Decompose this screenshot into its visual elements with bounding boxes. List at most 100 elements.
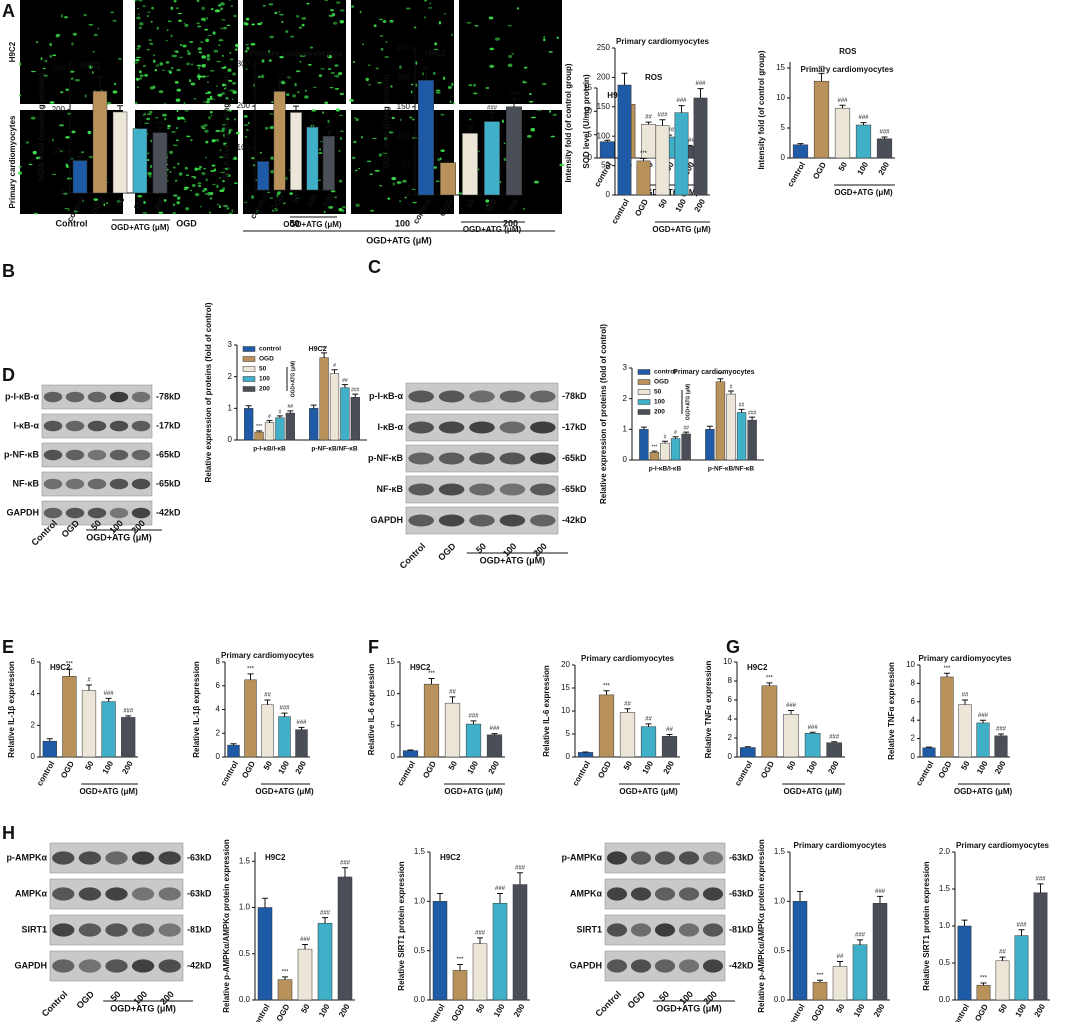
bar [277,979,293,1001]
cell-signal [170,6,174,10]
cell-signal [135,77,140,81]
cell-signal [399,118,402,122]
y-tick-label: 2 [911,734,916,743]
cell-signal [250,156,256,160]
error-bar [341,384,348,388]
cell-signal [523,66,528,69]
cell-signal [189,40,194,44]
significance-label: ### [489,726,500,732]
cell-signal [301,23,305,27]
cell-signal [328,205,334,209]
y-axis-label: SOD level (U/mg protein) [382,74,391,169]
error-bar [322,917,328,924]
blot-band [408,514,434,527]
blot-band [52,923,75,937]
blot-band [606,923,628,937]
blot-band [408,483,434,496]
x-tick-label: 200 [487,759,502,776]
y-axis-label: Intensity fold (of control group) [564,63,573,182]
x-tick-label: 200 [662,759,677,776]
significance-label: ### [664,128,675,134]
blot-band [158,959,181,973]
cell-signal [443,13,447,15]
significance-label: ## [837,954,844,960]
error-bar [125,715,132,718]
significance-label: *** [640,151,648,157]
cell-signal [260,21,263,24]
significance-label: ### [808,725,819,731]
bar [42,740,57,758]
x-tick-label: OGD [973,1002,990,1022]
blot-band [87,478,107,490]
cell-signal [206,57,211,61]
cell-signal [374,169,380,172]
cell-signal [361,43,364,45]
error-bar [980,719,986,723]
significance-label: *** [256,424,262,430]
cell-signal [83,13,87,17]
significance-label: ### [104,691,115,697]
cell-signal [245,17,250,21]
y-tick-label: 0 [566,752,571,761]
significance-label: ### [515,865,526,871]
bar [636,160,651,196]
cell-signal [511,53,515,55]
y-tick-label: 6 [728,695,733,704]
cell-signal [349,99,354,102]
cell-signal [163,199,167,202]
cell-signal [184,166,188,170]
blot-group-label: OGD+ATG (μM) [110,1003,176,1013]
x-tick-label: control [396,760,417,788]
cell-signal [146,117,151,121]
cell-signal [447,86,452,89]
cell-signal [187,52,191,55]
error-bar [1018,929,1025,936]
cell-signal [142,113,146,116]
cell-signal [508,54,513,58]
cell-signal [211,139,216,143]
x-tick-label: OGD [811,160,828,180]
cell-signal [324,0,329,2]
cell-signal [117,57,122,60]
y-axis-label: Relative p-AMPKα/AMPKα protein expressio… [757,839,766,1013]
error-bar [470,720,477,725]
y-tick-label: 0 [216,752,221,761]
bar [660,442,670,461]
significance-label: ## [264,693,271,699]
bar [813,80,830,159]
cell-signal [154,69,158,72]
error-bar [651,450,658,453]
cell-signal [272,208,275,213]
legend-group-label: OGD+ATG (μM) [685,383,691,420]
cell-signal [536,109,542,111]
y-tick-label: 1.0 [239,903,251,912]
cell-signal [221,54,224,57]
y-tick-label: 1.5 [414,847,426,856]
bar [957,925,972,1001]
cell-signal [201,171,206,176]
blot-band [654,959,676,973]
cell-signal [227,109,232,112]
blot-band [702,887,724,901]
cell-signal [72,32,78,36]
x-tick-label: 200 [512,1002,527,1019]
cell-signal [139,76,143,80]
cell-signal [466,21,472,24]
chart-title: H9C2 [80,61,101,70]
blot-band [702,959,724,973]
cell-signal [168,71,172,74]
cell-signal [206,98,211,101]
significance-label: ## [683,425,689,431]
x-tick-label: 200 [337,1002,352,1019]
blot-band [630,851,652,865]
y-tick-label: 5 [566,729,571,738]
x-tick-label: OGD [275,1002,292,1022]
blot-band [530,452,556,465]
error-bar [86,684,92,691]
cell-signal [172,54,177,58]
legend-label: control [259,346,281,353]
y-tick-label: 15 [583,83,592,92]
bar [852,944,868,1001]
significance-label: # [268,414,271,420]
x-tick-label: 100 [852,1002,867,1019]
